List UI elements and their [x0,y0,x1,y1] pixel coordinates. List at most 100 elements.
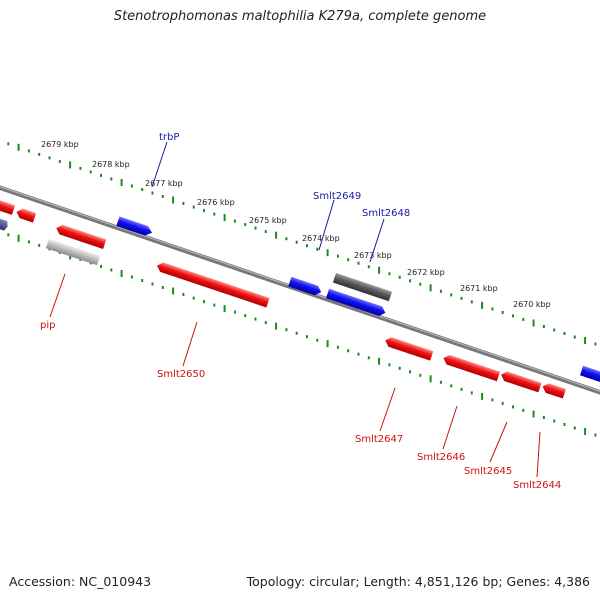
scale-tick [336,345,339,349]
scale-tick [439,380,442,384]
scale-tick [522,408,525,412]
leader-Smlt2649 [318,199,335,251]
scale-tick [264,321,267,325]
scale-tick [27,149,30,153]
scale-tick [172,287,175,295]
scale-tick [347,258,350,262]
scale-tick [584,428,587,435]
scale-tick [316,247,319,251]
scale-tick [512,405,514,409]
scale-tick [326,340,329,348]
scale-tick [439,289,442,293]
scale-tick [203,209,205,213]
scale-tick [594,342,597,346]
label-trbP[interactable]: trbP [159,132,179,143]
scale-tick [141,188,144,191]
scale-tick [244,223,247,227]
gene-reverse-arrow-edge[interactable] [0,198,16,215]
scale-tick [27,240,30,244]
label-pip[interactable]: pip [40,320,55,331]
scale-tick [223,305,226,313]
gene-pip-pseudo-bar[interactable] [45,238,101,266]
scale-tick [388,272,391,276]
gene-Smlt2644-arrow[interactable] [541,382,566,399]
gene-Smlt2649-arrow[interactable] [325,288,387,318]
scale-tick [573,335,576,339]
leader-Smlt2645 [489,421,508,463]
gene-Smlt2647-arrow[interactable] [384,336,434,361]
scale-tick [7,142,10,146]
scale-tick [120,270,123,277]
scale-tick [264,230,267,234]
label-Smlt2646[interactable]: Smlt2646 [417,452,465,463]
map-title: Stenotrophomonas maltophilia K279a, comp… [113,9,487,24]
scale-tick [419,282,422,286]
scale-tick [450,293,453,297]
kbp-label-2679: 2679 kbp [41,140,79,149]
scale-tick [100,173,102,177]
gene-trbP-arrow[interactable] [116,216,153,238]
scale-tick [501,401,504,405]
label-Smlt2647[interactable]: Smlt2647 [355,434,403,445]
label-Smlt2649[interactable]: Smlt2649 [313,191,361,202]
label-Smlt2650[interactable]: Smlt2650 [157,369,205,380]
scale-tick [398,366,401,370]
leader-Smlt2648 [369,218,385,263]
kbp-label-2673: 2673 kbp [354,251,392,260]
gene-Smlt2646-arrow[interactable] [442,353,501,382]
scale-tick [254,226,257,230]
scale-tick [450,384,453,388]
scale-tick [594,433,597,437]
scale-tick [542,325,545,328]
scale-tick [192,296,195,300]
label-Smlt2644[interactable]: Smlt2644 [513,480,561,491]
scale-tick [161,195,164,198]
genome-summary-text: Topology: circular; Length: 4,851,126 bp… [246,574,590,589]
gene-forward-arrow-edge[interactable] [579,365,600,384]
scale-tick [542,416,545,419]
scale-tick [295,331,298,335]
scale-tick [522,317,525,321]
gene-Smlt2648-pseudo-bar[interactable] [332,273,393,302]
scale-tick [17,143,20,151]
gene-forward-partial[interactable] [0,216,9,232]
kbp-label-2672: 2672 kbp [407,268,445,277]
scale-tick [481,392,484,400]
kbp-label-2670: 2670 kbp [513,300,551,309]
scale-tick [367,356,370,360]
scale-tick [481,301,484,309]
kbp-label-2674: 2674 kbp [302,234,340,243]
scale-tick [429,375,432,383]
scale-tick [254,317,257,321]
scale-tick [326,249,329,257]
gene-reverse-arrow-small[interactable] [15,207,37,223]
scale-tick [223,214,226,222]
scale-tick [203,300,205,304]
scale-tick [38,152,41,156]
scale-tick [501,310,504,314]
gene-Smlt2645-arrow[interactable] [499,370,542,393]
kbp-label-2677: 2677 kbp [145,179,183,188]
scale-tick [285,237,288,241]
leader-Smlt2646 [442,405,458,450]
scale-tick [563,423,566,426]
scale-tick [275,322,278,330]
label-Smlt2645[interactable]: Smlt2645 [464,466,512,477]
scale-tick [347,349,350,353]
kbp-label-2678: 2678 kbp [92,160,130,169]
gene-forward-arrow[interactable] [288,276,322,297]
scale-tick [151,282,154,286]
scale-tick [244,314,247,318]
gene-Smlt2650-arrow[interactable] [155,261,270,308]
scale-tick [378,357,381,365]
scale-tick [275,231,278,239]
scale-tick [367,265,370,269]
scale-tick [295,240,298,244]
gene-reverse-arrow[interactable] [55,223,107,249]
scale-tick [151,191,154,195]
label-Smlt2648[interactable]: Smlt2648 [362,208,410,219]
kbp-label-2675: 2675 kbp [249,216,287,225]
scale-tick [110,268,113,272]
scale-tick [306,244,308,248]
